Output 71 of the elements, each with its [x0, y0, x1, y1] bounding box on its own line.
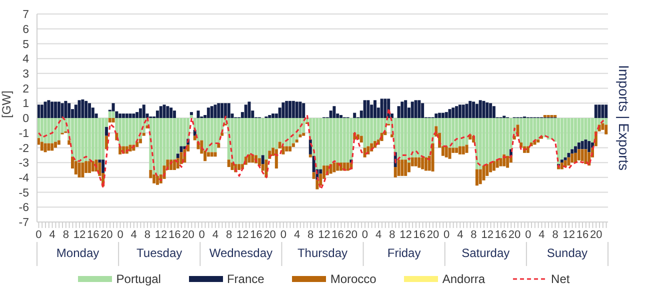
x-tick-label: 12 [318, 228, 330, 241]
y-tick-label: -3 [18, 158, 29, 170]
y-tick-label: 2 [22, 83, 29, 96]
x-tick-label: 8 [62, 228, 69, 241]
x-tick-label: 4 [130, 228, 137, 241]
x-tick-label: 16 [332, 228, 344, 241]
x-tick-label: 0 [117, 228, 124, 241]
x-tick-label: 16 [576, 228, 589, 241]
x-tick-label: 20 [182, 228, 194, 241]
x-tick-label: 0 [198, 228, 205, 241]
y-tick-label: 5 [22, 38, 29, 51]
y-tick-label: 1 [22, 98, 29, 110]
y-tick-label: 7 [22, 9, 29, 22]
x-tick-label: 16 [494, 228, 508, 241]
legend-label: Net [551, 272, 570, 286]
x-tick-label: 12 [562, 228, 576, 241]
x-tick-label: 4 [49, 228, 56, 241]
x-tick-label: 20 [345, 228, 358, 241]
y-tick-label: 6 [22, 24, 29, 36]
x-tick-label: 0 [36, 228, 42, 241]
x-tick-label: 20 [590, 228, 602, 241]
x-tick-label: 12 [73, 228, 86, 241]
legend-label: Andorra [442, 272, 486, 286]
x-tick-label: 8 [552, 228, 558, 241]
x-tick-label: 20 [100, 228, 113, 241]
y-tick-label: 0 [22, 113, 29, 126]
y-tick-label: -6 [18, 202, 29, 214]
y-tick-label: -7 [18, 217, 29, 230]
x-tick-label: 8 [389, 228, 396, 241]
y-tick-label: 4 [22, 54, 30, 66]
x-tick-label: 12 [154, 228, 168, 241]
x-tick-label: 0 [362, 228, 368, 241]
text: Thursday [296, 246, 348, 260]
y-tick-label: 3 [22, 68, 29, 81]
legend-label: Portugal [116, 272, 161, 286]
x-tick-label: 4 [538, 228, 545, 241]
x-tick-label: 0 [280, 228, 286, 241]
y-tick-label: -1 [18, 128, 29, 140]
y2-axis-title: Imports | Exports [616, 65, 632, 171]
x-tick-label: 16 [86, 228, 100, 241]
x-tick-label: 20 [508, 228, 521, 241]
x-tick-label: 8 [308, 228, 314, 241]
x-tick-label: 4 [212, 228, 218, 241]
x-tick-label: 16 [250, 228, 262, 241]
legend-label: Morocco [330, 272, 376, 286]
text: Wednesday [208, 246, 274, 260]
x-tick-label: 8 [226, 228, 232, 241]
x-tick-label: 0 [525, 228, 532, 241]
text: Sunday [546, 246, 589, 260]
x-tick-label: 4 [376, 228, 382, 241]
y-tick-label: -4 [18, 172, 30, 185]
x-tick-label: 0 [443, 228, 450, 241]
x-tick-label: 16 [168, 228, 181, 241]
legend-label: France [226, 272, 264, 286]
y-tick-label: -5 [18, 187, 29, 200]
x-tick-label: 8 [470, 228, 477, 241]
y-axis-title: [GW] [0, 90, 14, 118]
text: Saturday [460, 246, 511, 260]
x-tick-label: 8 [144, 228, 151, 241]
x-tick-label: 16 [413, 228, 426, 241]
x-tick-label: 12 [236, 228, 249, 241]
x-tick-label: 12 [481, 228, 494, 241]
text: Monday [55, 246, 100, 260]
x-tick-label: 4 [457, 228, 464, 241]
x-tick-label: 12 [400, 228, 412, 241]
x-tick-label: 20 [264, 228, 276, 241]
text: Friday [386, 246, 422, 260]
x-tick-label: 20 [426, 228, 440, 241]
y-tick-label: -2 [18, 142, 29, 155]
x-tick-label: 4 [294, 228, 300, 241]
text: Tuesday [136, 246, 184, 260]
